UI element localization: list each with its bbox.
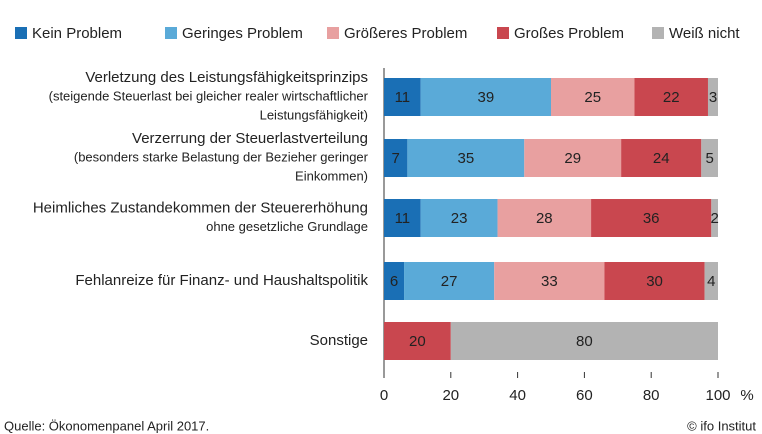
category-label: Verzerrung der Steuerlastverteilung	[132, 130, 368, 147]
bar-segment	[384, 78, 421, 116]
data-label: 7	[392, 150, 400, 167]
bar-segment	[701, 139, 718, 177]
source: Quelle: Ökonomenpanel April 2017.	[4, 418, 209, 433]
copyright: © ifo Institut	[687, 418, 756, 433]
data-label: 29	[564, 150, 581, 167]
legend-swatch	[15, 27, 27, 39]
data-label: 24	[653, 150, 670, 167]
legend-swatch	[327, 27, 339, 39]
legend-label: Geringes Problem	[182, 25, 303, 42]
data-label: 6	[390, 273, 398, 290]
bar-segment	[384, 262, 405, 300]
legend-label: Größeres Problem	[344, 25, 467, 42]
category-label: (besonders starke Belastung der Bezieher…	[74, 149, 369, 164]
legend-label: Weiß nicht	[669, 25, 740, 42]
x-tick-label: 40	[509, 387, 526, 404]
legend-swatch	[165, 27, 177, 39]
bar-segment	[704, 262, 718, 300]
bar-segment	[494, 262, 605, 300]
legend-swatch	[652, 27, 664, 39]
data-label: 28	[536, 210, 553, 227]
bar-segment	[407, 139, 525, 177]
bar-segment	[634, 78, 708, 116]
legend-label: Großes Problem	[514, 25, 624, 42]
data-label: 11	[395, 89, 411, 106]
bar-segment	[621, 139, 702, 177]
bar-segment	[404, 262, 495, 300]
data-label: 35	[457, 150, 474, 167]
bar-segment	[420, 199, 498, 237]
bar-segment	[384, 322, 451, 360]
data-label: 23	[451, 210, 468, 227]
data-label: 22	[663, 89, 680, 106]
bar-segment	[420, 78, 551, 116]
category-label: Heimliches Zustandekommen der Steuererhö…	[33, 199, 368, 216]
data-label: 30	[646, 273, 663, 290]
category-label: (steigende Steuerlast bei gleicher reale…	[49, 88, 369, 103]
data-label: 3	[709, 89, 717, 106]
data-label: 5	[705, 150, 713, 167]
bar-segment	[551, 78, 635, 116]
data-label: 80	[576, 333, 593, 350]
x-axis-label: %	[740, 387, 753, 404]
legend-swatch	[497, 27, 509, 39]
data-label: 20	[409, 333, 426, 350]
x-tick-label: 100	[705, 387, 730, 404]
data-label: 39	[478, 89, 495, 106]
category-label: Leistungsfähigkeit)	[260, 107, 368, 122]
data-label: 36	[643, 210, 660, 227]
bar-segment	[604, 262, 705, 300]
data-label: 4	[707, 273, 715, 290]
bar-segment	[450, 322, 718, 360]
bar-segment	[591, 199, 712, 237]
bar-segment	[384, 139, 408, 177]
bar-segment	[384, 199, 421, 237]
data-label: 25	[584, 89, 601, 106]
data-label: 27	[441, 273, 458, 290]
data-label: 11	[395, 210, 411, 227]
category-label: Fehlanreize für Finanz- und Haushaltspol…	[75, 272, 368, 289]
bar-segment	[497, 199, 592, 237]
data-label: 2	[710, 210, 718, 227]
x-tick-label: 80	[643, 387, 660, 404]
x-tick-label: 20	[442, 387, 459, 404]
x-tick-label: 0	[380, 387, 388, 404]
bar-segment	[707, 78, 718, 116]
category-label: ohne gesetzliche Grundlage	[206, 219, 368, 234]
data-label: 33	[541, 273, 558, 290]
category-label: Verletzung des Leistungsfähigkeitsprinzi…	[85, 69, 368, 86]
bar-segment	[711, 199, 718, 237]
x-tick-label: 60	[576, 387, 593, 404]
legend-label: Kein Problem	[32, 25, 122, 42]
category-label: Einkommen)	[295, 168, 368, 183]
category-label: Sonstige	[310, 332, 368, 349]
bar-segment	[524, 139, 622, 177]
